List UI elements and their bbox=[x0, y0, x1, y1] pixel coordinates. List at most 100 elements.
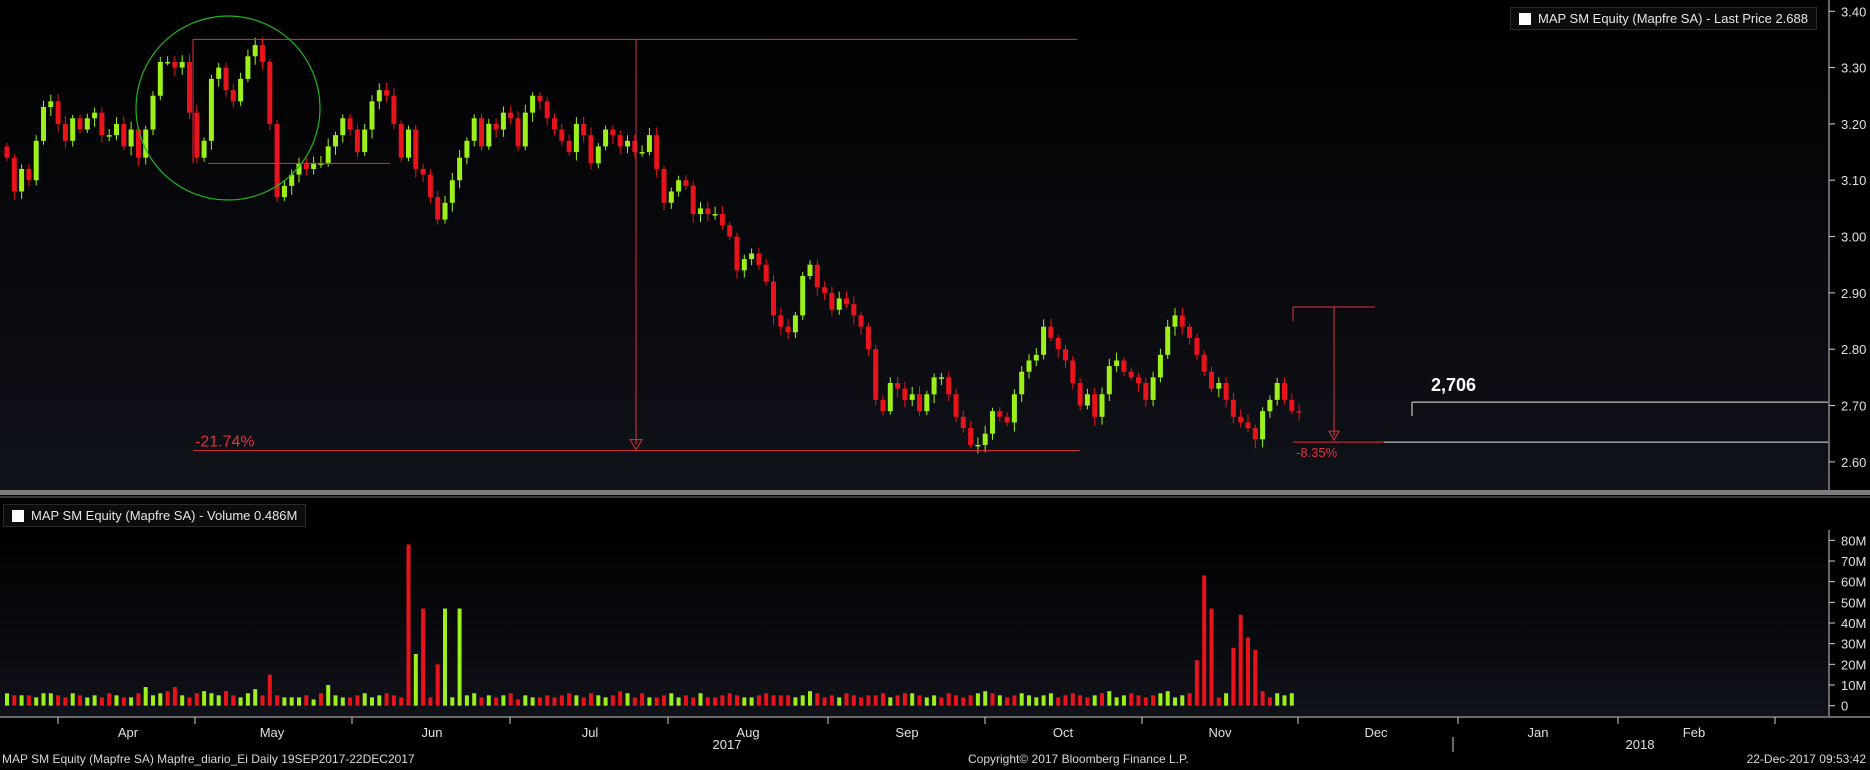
candle bbox=[384, 90, 390, 96]
volume-bar bbox=[1092, 695, 1097, 706]
volume-bar bbox=[808, 691, 812, 706]
candle bbox=[325, 146, 331, 164]
volume-bar bbox=[1070, 693, 1075, 706]
volume-bar bbox=[245, 693, 250, 706]
volume-bar bbox=[1224, 693, 1229, 706]
candle bbox=[982, 433, 988, 445]
volume-bar bbox=[34, 697, 39, 706]
volume-bar bbox=[318, 693, 323, 706]
candle bbox=[997, 411, 1003, 417]
volume-bar bbox=[63, 697, 68, 706]
volume-bar bbox=[1209, 608, 1214, 706]
volume-bar bbox=[253, 689, 258, 706]
candle bbox=[128, 129, 134, 147]
candle bbox=[515, 118, 521, 147]
volume-bar bbox=[881, 693, 885, 706]
candle bbox=[632, 140, 638, 153]
candle bbox=[544, 101, 550, 119]
volume-bar bbox=[815, 693, 820, 706]
candle bbox=[55, 101, 61, 124]
volume-bar bbox=[172, 687, 177, 706]
candle bbox=[413, 129, 419, 169]
volume-bar bbox=[895, 695, 900, 706]
volume-bar bbox=[997, 695, 1002, 706]
candle bbox=[289, 174, 295, 186]
volume-bar bbox=[742, 697, 747, 706]
volume-bar bbox=[209, 693, 214, 706]
volume-bar bbox=[1151, 695, 1156, 706]
volume-bar bbox=[355, 695, 360, 706]
candle bbox=[333, 135, 338, 147]
volume-bar bbox=[136, 693, 141, 706]
volume-bar bbox=[107, 693, 112, 706]
candle bbox=[493, 123, 499, 130]
candle bbox=[646, 135, 652, 153]
candle bbox=[1092, 394, 1098, 417]
candle bbox=[172, 61, 178, 68]
candle bbox=[48, 101, 54, 108]
candle bbox=[230, 90, 236, 102]
volume-bar bbox=[1289, 693, 1294, 706]
candle bbox=[1055, 337, 1061, 350]
price-tick-label: 2.60 bbox=[1841, 455, 1866, 470]
candle bbox=[610, 129, 616, 136]
highlight-circle bbox=[135, 15, 321, 201]
volume-bar bbox=[260, 695, 265, 706]
volume-bar bbox=[464, 695, 469, 706]
candle bbox=[968, 428, 974, 445]
candle bbox=[1004, 416, 1010, 423]
candle bbox=[106, 135, 112, 137]
x-axis-bg bbox=[0, 716, 1870, 770]
volume-bar bbox=[187, 697, 192, 706]
volume-bar bbox=[428, 697, 433, 706]
candle bbox=[1165, 326, 1171, 355]
volume-bar bbox=[340, 697, 345, 706]
candle bbox=[84, 118, 90, 130]
candle bbox=[420, 168, 426, 175]
volume-legend: MAP SM Equity (Mapfre SA) - Volume 0.486… bbox=[3, 504, 307, 527]
volume-bar bbox=[121, 697, 126, 706]
candle bbox=[807, 264, 813, 276]
candle bbox=[274, 123, 280, 198]
footer-left: MAP SM Equity (Mapfre SA) Mapfre_diario_… bbox=[2, 752, 415, 766]
volume-bar bbox=[391, 695, 396, 706]
candle bbox=[727, 225, 733, 237]
candle bbox=[749, 253, 755, 260]
volume-bar bbox=[662, 695, 666, 706]
volume-bar bbox=[552, 697, 557, 706]
candle bbox=[216, 67, 222, 79]
volume-bar bbox=[1048, 693, 1053, 706]
candle bbox=[953, 394, 959, 417]
volume-bar bbox=[56, 695, 61, 706]
volume-bar bbox=[705, 697, 710, 706]
candle bbox=[435, 197, 441, 220]
x-month-label: Oct bbox=[1053, 725, 1074, 740]
volume-bar bbox=[844, 693, 849, 706]
volume-bar bbox=[954, 695, 958, 706]
candle bbox=[741, 259, 747, 271]
candle bbox=[479, 118, 484, 147]
x-month-label: Jan bbox=[1528, 725, 1549, 740]
candle bbox=[464, 140, 470, 158]
candle bbox=[1143, 382, 1149, 400]
volume-tick-label: 10M bbox=[1841, 678, 1866, 693]
candle bbox=[603, 129, 609, 147]
candle bbox=[62, 123, 68, 141]
candle bbox=[909, 394, 915, 400]
candle bbox=[522, 112, 528, 147]
volume-bar bbox=[625, 693, 630, 706]
candle bbox=[800, 275, 806, 316]
candle bbox=[1267, 399, 1273, 412]
footer-copyright: Copyright© 2017 Bloomberg Finance L.P. bbox=[968, 752, 1189, 766]
volume-bar bbox=[589, 693, 593, 706]
volume-bar bbox=[151, 695, 155, 706]
candle bbox=[1179, 315, 1185, 327]
candle bbox=[676, 180, 682, 192]
volume-bar bbox=[713, 697, 718, 706]
x-month-label: Jul bbox=[582, 725, 599, 740]
x-year-label: 2017 bbox=[713, 737, 742, 752]
candle bbox=[77, 118, 83, 130]
candle bbox=[1282, 382, 1287, 400]
volume-bar bbox=[19, 695, 24, 706]
